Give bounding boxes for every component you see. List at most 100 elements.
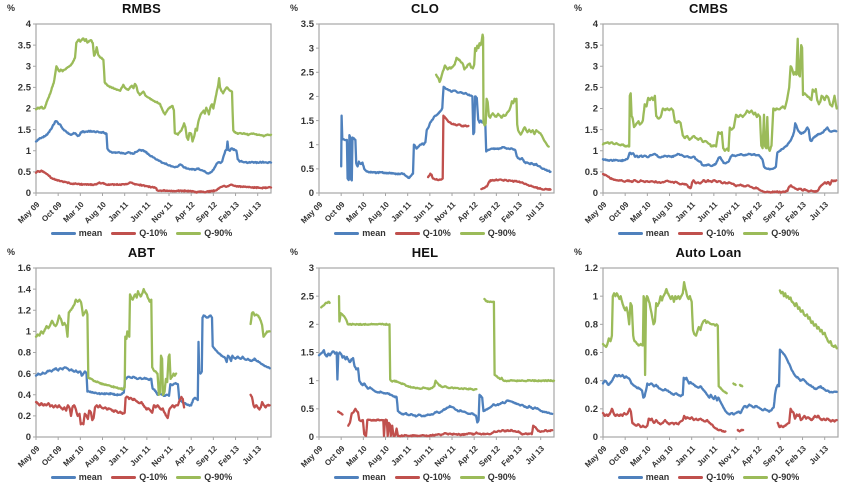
q10-line-swatch — [394, 231, 420, 235]
x-tick-label: Nov 11 — [717, 200, 742, 225]
series-line-mean — [317, 349, 554, 424]
y-tick-label: 0.5 — [301, 164, 315, 175]
x-tick-label: Jul 13 — [524, 444, 547, 467]
x-tick-label: Apr 12 — [456, 444, 480, 468]
chart-cell-hel: % HEL 0 0.5 1 1.5 2 2.5 3 May 09 Oct 09 Mar 10 Aug… — [283, 244, 567, 488]
y-tick-label: 0.5 — [585, 167, 599, 178]
chart-legend: mean Q-10% Q-90% — [567, 472, 850, 482]
x-tick-label: Nov 11 — [150, 444, 175, 469]
series-line-q90 — [34, 37, 273, 143]
x-tick-label: Jun 11 — [128, 444, 152, 468]
series-line-mean — [601, 122, 838, 171]
chart-cell-rmbs: % RMBS 0 0.5 1 1.5 2 2.5 3 3.5 4 May 09 Oct 09 Mar … — [0, 0, 283, 244]
x-tick-label: Sep 12 — [761, 444, 786, 469]
series-line-q90 — [601, 280, 838, 395]
legend-label: Q-90% — [204, 228, 233, 238]
x-tick-label: Mar 10 — [344, 444, 369, 469]
legend-item-q90: Q-90% — [459, 228, 516, 238]
legend-label: mean — [362, 228, 386, 238]
q90-line-swatch — [459, 231, 485, 235]
y-tick-label: 2 — [593, 104, 598, 115]
series-line-mean — [34, 120, 273, 175]
x-tick-label: Jul 13 — [808, 200, 831, 223]
chart-title: ABT — [127, 245, 156, 260]
y-tick-label: 4 — [593, 19, 599, 30]
q10-line-swatch — [111, 231, 137, 235]
x-tick-label: Apr 12 — [456, 200, 480, 224]
y-tick-label: 2.5 — [585, 83, 599, 94]
x-tick-label: Nov 11 — [150, 200, 175, 225]
x-tick-label: Jul 13 — [524, 200, 547, 223]
y-tick-label: 2 — [309, 320, 314, 331]
y-tick-label: 0 — [593, 188, 598, 199]
x-tick-label: Aug 10 — [650, 200, 676, 226]
x-tick-label: May 09 — [299, 200, 325, 226]
mean-line-swatch — [50, 475, 76, 479]
x-tick-label: Mar 10 — [628, 444, 653, 469]
plot-border — [35, 23, 272, 194]
chart-title: CLO — [410, 1, 440, 16]
series-line-q90 — [320, 295, 556, 392]
legend-item-mean: mean — [50, 228, 102, 238]
y-tick-label: 2.5 — [301, 67, 315, 78]
chart-title: RMBS — [121, 1, 162, 16]
y-tick-label: 1.2 — [585, 263, 598, 274]
chart-legend: mean Q-10% Q-90% — [567, 228, 850, 238]
y-tick-label: 3 — [309, 43, 314, 54]
mean-line-swatch — [334, 475, 360, 479]
q10-line-swatch — [678, 475, 704, 479]
q90-line-swatch — [743, 231, 769, 235]
y-tick-label: 0.2 — [585, 404, 598, 415]
legend-label: Q-90% — [204, 472, 233, 482]
y-tick-label: 1.2 — [18, 305, 31, 316]
x-tick-label: Sep 12 — [194, 200, 219, 225]
x-tick-label: Nov 11 — [433, 444, 458, 469]
legend-label: Q-10% — [706, 472, 735, 482]
legend-label: mean — [362, 472, 386, 482]
series-line-q10 — [336, 407, 554, 438]
y-axis-unit-label: % — [290, 247, 299, 257]
legend-label: Q-10% — [706, 228, 735, 238]
legend-item-mean: mean — [334, 472, 386, 482]
x-tick-label: Feb 13 — [217, 444, 242, 469]
series-line-mean — [34, 314, 271, 407]
x-tick-label: May 09 — [16, 200, 42, 226]
x-tick-label: Jun 11 — [411, 200, 435, 224]
x-tick-label: Feb 13 — [784, 444, 809, 469]
x-tick-label: Jan 11 — [389, 444, 413, 468]
q90-line-swatch — [459, 475, 485, 479]
legend-label: Q-10% — [422, 472, 451, 482]
legend-label: Q-10% — [422, 228, 451, 238]
x-tick-label: Jul 13 — [241, 444, 264, 467]
series-line-q90 — [34, 287, 271, 396]
x-tick-label: Sep 12 — [477, 200, 502, 225]
x-tick-label: Jun 11 — [695, 444, 719, 468]
x-tick-label: May 09 — [583, 444, 609, 470]
y-tick-label: 0.2 — [18, 411, 31, 422]
y-tick-label: 2.5 — [18, 83, 32, 94]
y-tick-label: 3 — [26, 61, 31, 72]
x-tick-label: Aug 10 — [366, 444, 392, 470]
x-tick-label: Aug 10 — [650, 444, 676, 470]
y-tick-label: 4 — [26, 19, 32, 30]
y-tick-label: 0 — [309, 188, 314, 199]
legend-label: mean — [645, 472, 670, 482]
y-tick-label: 1.6 — [18, 263, 31, 274]
y-tick-label: 1 — [309, 376, 315, 387]
x-tick-label: Jun 11 — [128, 200, 152, 224]
legend-label: Q-90% — [771, 472, 800, 482]
x-tick-label: Mar 10 — [344, 200, 369, 225]
y-tick-label: 0 — [26, 188, 31, 199]
x-tick-label: May 09 — [299, 444, 325, 470]
mean-line-swatch — [617, 231, 643, 235]
legend-label: Q-10% — [139, 228, 168, 238]
y-tick-label: 3 — [593, 61, 598, 72]
series-line-q90 — [434, 33, 550, 148]
x-tick-label: Feb 13 — [784, 200, 809, 225]
